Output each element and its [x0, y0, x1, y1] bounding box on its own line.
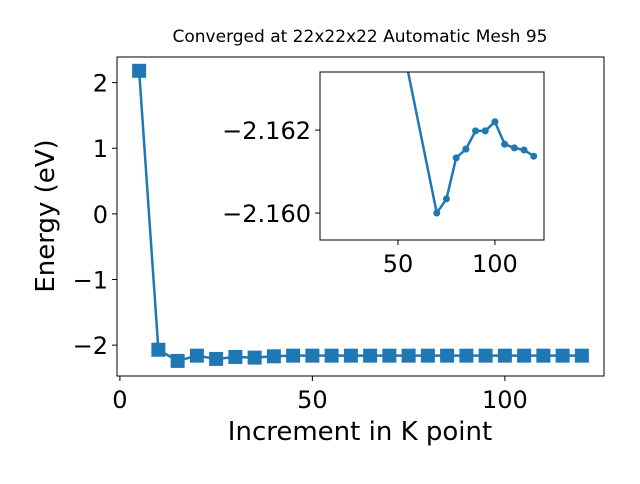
marker	[459, 348, 474, 363]
marker	[574, 348, 589, 363]
marker	[491, 118, 499, 126]
marker	[517, 348, 532, 363]
marker	[420, 348, 435, 363]
marker	[132, 63, 147, 78]
marker	[497, 348, 512, 363]
marker	[170, 353, 185, 368]
marker	[510, 144, 518, 152]
marker	[324, 348, 339, 363]
marker	[520, 146, 528, 154]
marker	[452, 154, 460, 162]
marker	[228, 349, 243, 364]
marker	[530, 152, 538, 160]
marker	[151, 342, 166, 357]
marker	[247, 350, 262, 365]
y-tick-label: −2.160	[222, 200, 311, 228]
marker	[343, 348, 358, 363]
marker	[501, 140, 509, 148]
y-tick-label: −1	[73, 267, 108, 295]
y-tick-label: 0	[93, 201, 108, 229]
y-tick-label: 1	[93, 135, 108, 163]
plot-area	[320, 72, 544, 240]
marker	[472, 127, 480, 135]
marker	[555, 348, 570, 363]
marker	[286, 348, 301, 363]
marker	[442, 195, 450, 203]
marker	[478, 348, 493, 363]
x-tick-label: 100	[472, 250, 518, 278]
marker	[382, 348, 397, 363]
marker	[433, 209, 441, 217]
marker	[440, 348, 455, 363]
marker	[481, 127, 489, 135]
axes-frame	[319, 71, 545, 241]
marker	[266, 349, 281, 364]
y-axis-label: Energy (eV)	[31, 139, 61, 292]
y-tick-label: −2.162	[222, 117, 311, 145]
y-tick-label: −2	[73, 332, 108, 360]
y-tick-label: 2	[93, 70, 108, 98]
marker	[462, 145, 470, 153]
series	[132, 63, 589, 368]
marker	[401, 348, 416, 363]
chart-title: Converged at 22x22x22 Automatic Mesh 95	[173, 27, 548, 47]
x-axis-label: Increment in K point	[228, 417, 492, 447]
marker	[536, 348, 551, 363]
marker	[209, 351, 224, 366]
marker	[189, 348, 204, 363]
x-tick-label: 100	[482, 386, 528, 414]
x-tick-label: 50	[383, 250, 414, 278]
marker	[305, 348, 320, 363]
x-tick-label: 0	[112, 386, 127, 414]
series	[406, 72, 538, 217]
marker	[363, 348, 378, 363]
axes-frame	[116, 56, 605, 377]
x-tick-label: 50	[297, 386, 328, 414]
